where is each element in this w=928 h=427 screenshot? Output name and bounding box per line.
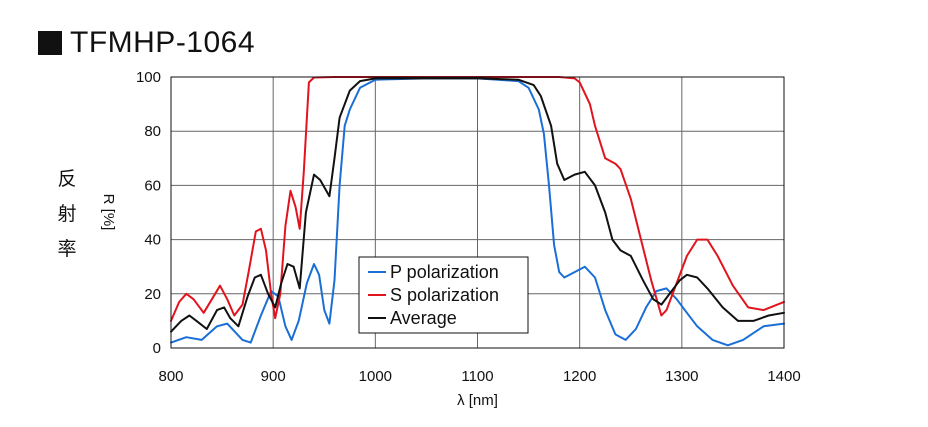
side-label-char-2: 射 [57,203,77,225]
chart-title: TFMHP-1064 [70,26,256,59]
x-tick-label: 1300 [665,368,698,385]
series-line-average [170,77,785,333]
y-tick-label: 20 [144,286,161,303]
x-axis-label: λ [nm] [457,392,498,409]
tick-labels: 800 900 1000 1100 1200 1300 1400 0 20 40 60 80 100 [136,69,801,385]
chart-title-group: TFMHP-1064 [38,26,255,60]
side-label-char-3: 率 [57,238,77,260]
y-tick-label: 80 [144,123,161,140]
y-tick-label: 0 [153,340,161,357]
legend-box [358,256,529,334]
x-tick-label: 1100 [461,368,493,385]
side-label-reflectance: 反 射 率 [52,162,82,267]
title-square-bullet [38,31,62,55]
side-label-char-1: 反 [57,168,77,190]
x-tick-label: 1400 [767,368,800,385]
legend-label: P polarization [390,262,499,282]
x-tick-label: 800 [158,368,183,385]
y-tick-label: 60 [144,177,161,194]
legend-label: S polarization [390,285,499,305]
legend-label: Average [390,308,457,328]
plot-frame [170,76,785,349]
x-tick-label: 1000 [359,368,392,385]
y-tick-label: 40 [144,232,161,249]
legend: P polarization S polarization Average [358,256,529,334]
y-tick-label: 100 [136,69,161,86]
x-tick-label: 1200 [563,368,596,385]
y-axis-label: R [%] [100,194,117,231]
x-tick-label: 900 [261,368,286,385]
